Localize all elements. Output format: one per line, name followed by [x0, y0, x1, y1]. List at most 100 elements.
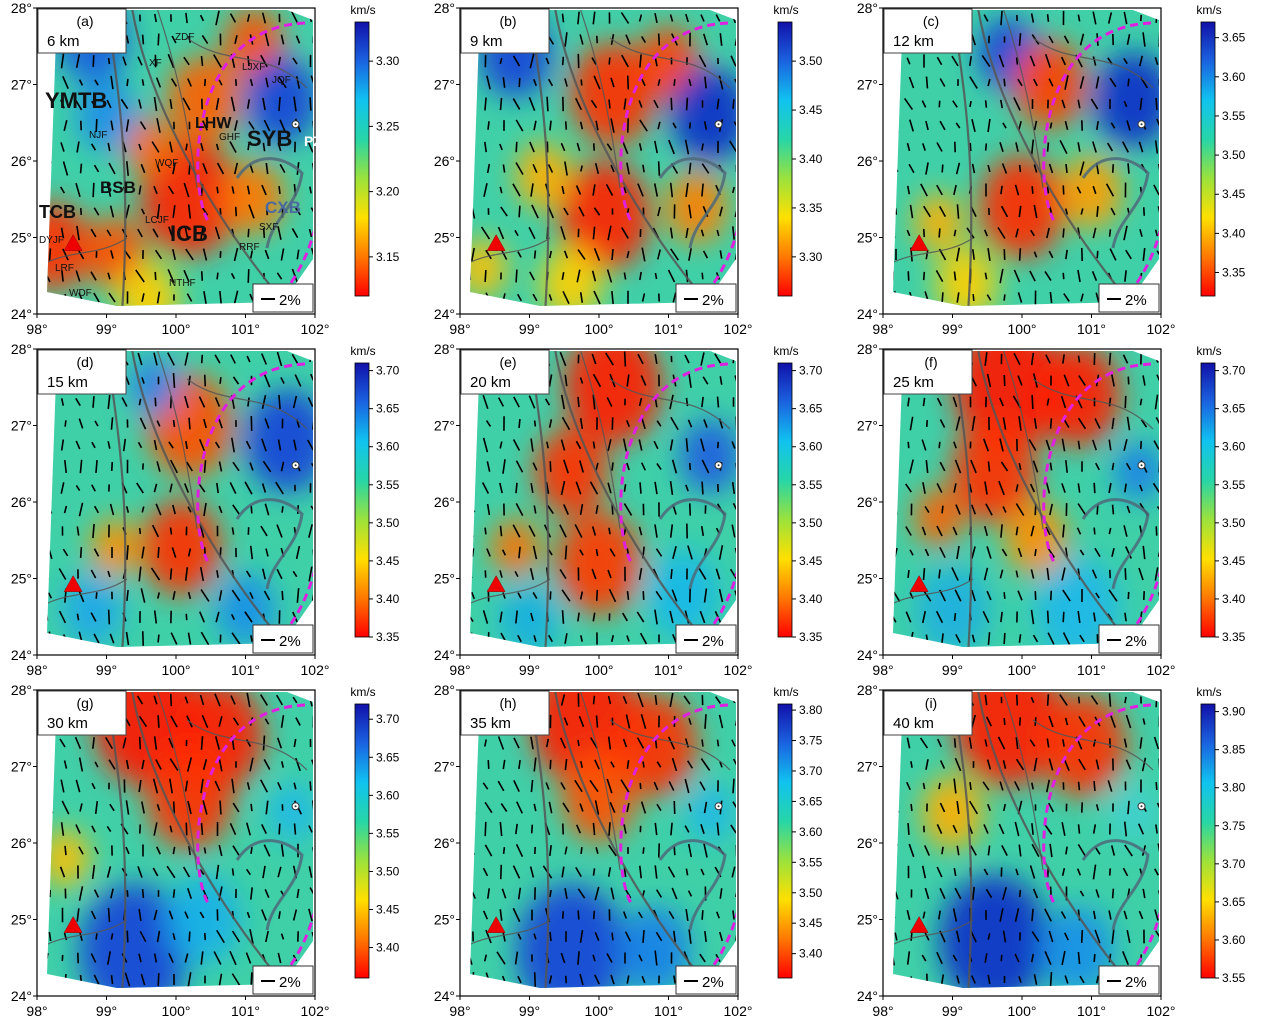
anisotropy-bar [1107, 12, 1113, 24]
colorbar-tick-label: 3.50 [1222, 148, 1246, 162]
anisotropy-bar [203, 418, 207, 429]
anisotropy-bar [188, 845, 191, 856]
anisotropy-bar [64, 420, 67, 427]
anisotropy-bar [1139, 484, 1143, 492]
anisotropy-bar [1031, 908, 1034, 922]
anisotropy-bar [187, 591, 192, 600]
anisotropy-bar [187, 800, 192, 815]
anisotropy-bar [654, 481, 658, 495]
colorbar-tick-label: 3.60 [799, 440, 823, 454]
anisotropy-bar [245, 822, 252, 836]
anisotropy-bar [308, 524, 313, 538]
panel-letter: (b) [499, 13, 516, 29]
anisotropy-bar [512, 183, 521, 197]
map-panel: 98° 99° 100° 101° 102° 24° 25° 26° 27° 28° (b) 9 km… [425, 0, 848, 341]
anisotropy-bar [229, 482, 237, 494]
anisotropy-bar [496, 951, 506, 965]
anisotropy-bar [701, 396, 704, 408]
velocity-anomaly [90, 518, 140, 578]
colorbar-tick-label: 3.70 [1222, 364, 1246, 378]
anisotropy-bar [735, 932, 736, 941]
anisotropy-bar [1108, 397, 1112, 407]
anisotropy-bar [263, 373, 271, 388]
anisotropy-bar [60, 53, 65, 69]
anisotropy-bar [47, 419, 53, 428]
anisotropy-bar [233, 290, 239, 305]
anisotropy-bar [579, 929, 584, 944]
anisotropy-bar [548, 250, 553, 259]
basin-boundary [235, 498, 304, 590]
colorbar [777, 362, 793, 638]
anisotropy-bar [1003, 717, 1006, 726]
anisotropy-bar [91, 825, 96, 833]
panel-label-box [37, 349, 127, 395]
anisotropy-bar [1013, 352, 1021, 366]
anisotropy-bar [733, 121, 736, 130]
anisotropy-bar [1123, 821, 1128, 837]
colorbar-tick-label: 3.65 [376, 402, 400, 416]
anisotropy-bar [482, 867, 489, 877]
anisotropy-bar [969, 76, 978, 89]
fault-label: ZDF [175, 32, 194, 43]
anisotropy-bar [594, 932, 600, 941]
anisotropy-bar [470, 737, 474, 749]
anisotropy-bar [935, 610, 944, 624]
colorbar-tick-label: 3.55 [799, 855, 823, 869]
anisotropy-bar [184, 567, 189, 581]
anisotropy-bar [639, 271, 642, 281]
anisotropy-bar [907, 823, 910, 835]
anisotropy-bar [203, 847, 207, 854]
anisotropy-bar [512, 524, 521, 538]
anisotropy-bar [311, 759, 313, 770]
colorbar-tick-label: 3.45 [1222, 554, 1246, 568]
map-panel: 98° 99° 100° 101° 102° 24° 25° 26° 27° 28° (h) 35 k… [425, 682, 848, 1023]
depth-label: 6 km [47, 33, 80, 50]
anisotropy-bar [499, 909, 503, 921]
anisotropy-bar [579, 292, 584, 303]
anisotropy-bar [907, 441, 910, 449]
anisotropy-bar [1046, 738, 1050, 748]
anisotropy-bar [93, 889, 100, 898]
anisotropy-bar [595, 462, 599, 471]
y-tick-label: 28° [11, 0, 32, 16]
anisotropy-bar [606, 269, 613, 283]
velocity-anomaly [1013, 40, 1087, 129]
anisotropy-bar [985, 716, 993, 727]
anisotropy-bar [593, 248, 601, 261]
panel-label-box [37, 8, 127, 54]
anisotropy-bar [622, 696, 628, 704]
anisotropy-bar [590, 99, 598, 109]
anisotropy-bar [1045, 354, 1051, 364]
panel-label-box [883, 349, 973, 395]
x-tick-label: 99° [96, 662, 117, 678]
anisotropy-bar [564, 888, 568, 899]
boundary-dashed-curve [1042, 362, 1152, 565]
x-tick-label: 102° [1147, 321, 1176, 337]
y-tick-label: 24° [857, 647, 878, 663]
anisotropy-bar [153, 953, 158, 963]
y-tick-label: 26° [434, 153, 455, 169]
anisotropy-bar [60, 99, 65, 109]
anisotropy-bar [1049, 418, 1053, 429]
anisotropy-bar [484, 844, 493, 857]
anisotropy-bar [75, 824, 81, 834]
x-tick-label: 98° [872, 662, 893, 678]
anisotropy-bar [167, 185, 175, 195]
anisotropy-bar [561, 589, 571, 602]
anisotropy-bar [168, 910, 174, 920]
anisotropy-bar [560, 394, 566, 410]
anisotropy-bar [938, 782, 941, 790]
anisotropy-bar [515, 843, 524, 858]
anisotropy-bar [187, 506, 192, 513]
anisotropy-bar [261, 12, 267, 24]
scale-bar-label: 2% [702, 292, 724, 309]
anisotropy-bar [1029, 483, 1036, 493]
anisotropy-bar [486, 461, 491, 472]
anisotropy-bar [312, 417, 313, 430]
anisotropy-bar [704, 714, 707, 729]
velocity-anomaly [563, 351, 662, 445]
anisotropy-bar [171, 35, 177, 44]
anisotropy-bar [499, 821, 503, 837]
anisotropy-bar [1124, 270, 1127, 282]
block-label: SYB [247, 126, 292, 151]
